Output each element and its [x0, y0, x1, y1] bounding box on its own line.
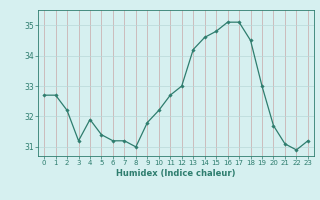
X-axis label: Humidex (Indice chaleur): Humidex (Indice chaleur) — [116, 169, 236, 178]
